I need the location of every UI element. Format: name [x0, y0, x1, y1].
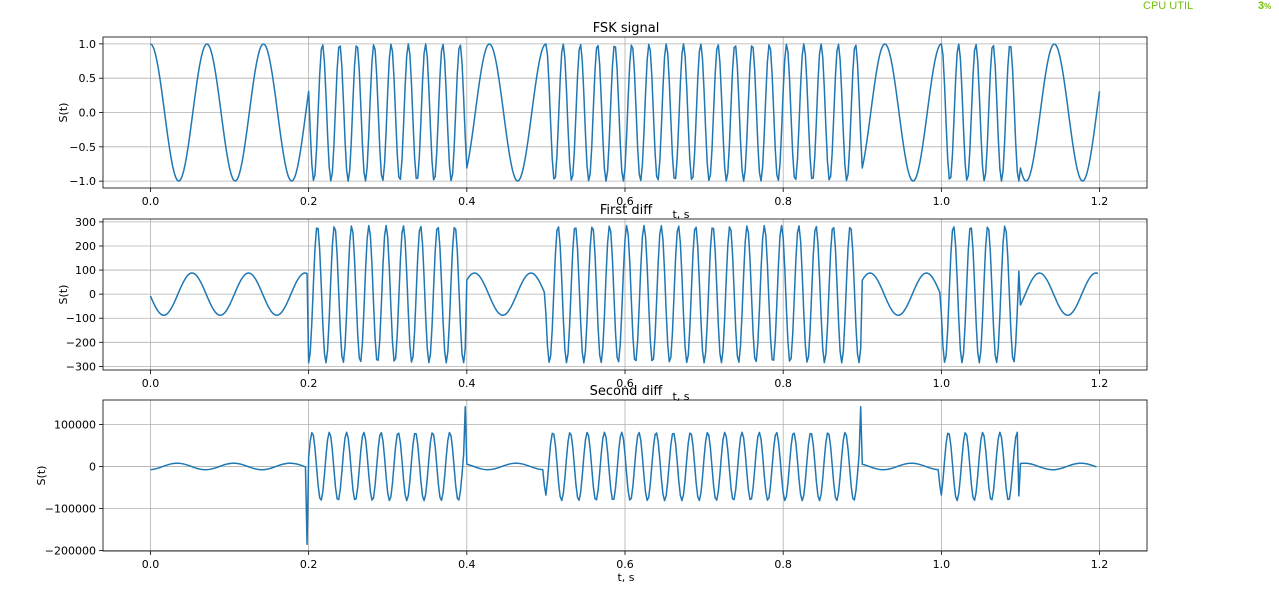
x-tick-label: 0.2	[300, 558, 318, 571]
y-axis-label: S(t)	[57, 103, 70, 123]
y-axis-label: S(t)	[57, 285, 70, 305]
x-tick-label: 0.6	[616, 195, 634, 208]
y-tick-label: −1.0	[69, 175, 96, 188]
x-tick-label: 0.4	[458, 377, 476, 390]
x-tick-label: 0.2	[300, 195, 318, 208]
x-tick-label: 0.8	[774, 195, 792, 208]
subplot-title: FSK signal	[593, 21, 660, 36]
x-tick-label: 1.0	[933, 558, 951, 571]
x-tick-label: 0.6	[616, 377, 634, 390]
cpu-util-label: CPU UTIL	[1143, 0, 1194, 12]
x-tick-label: 0.4	[458, 558, 476, 571]
x-tick-label: 1.2	[1091, 377, 1109, 390]
x-axis-label: t, s	[672, 390, 689, 403]
y-tick-label: −100000	[45, 503, 96, 516]
y-tick-label: 1.0	[79, 38, 97, 51]
y-tick-label: −300	[66, 360, 96, 373]
axes-frame	[102, 36, 1148, 189]
y-tick-label: −100	[66, 312, 96, 325]
y-tick-label: 100000	[54, 418, 96, 431]
cpu-util-unit: %	[1264, 2, 1272, 11]
y-axis-label: S(t)	[35, 466, 48, 486]
axes-frame	[102, 218, 1148, 371]
x-tick-label: 0.8	[774, 377, 792, 390]
y-tick-label: −200000	[45, 545, 96, 558]
y-tick-label: −200	[66, 336, 96, 349]
subplot-title: Second diff	[590, 384, 664, 399]
x-tick-label: 0.8	[774, 558, 792, 571]
x-tick-label: 1.2	[1091, 558, 1109, 571]
y-tick-label: 0	[89, 460, 96, 473]
y-tick-label: 0.0	[79, 107, 97, 120]
x-axis-label: t, s	[617, 571, 634, 584]
axes-frame	[102, 399, 1148, 552]
x-tick-label: 0.0	[142, 195, 160, 208]
subplot-fsk-signal: 0.0 0.2 0.4 0.6 0.8 1.0 1.2 1.0 0.5 0.0 −0.5 −1.0 FS…	[57, 21, 1148, 221]
x-tick-label: 0.0	[142, 377, 160, 390]
y-tick-label: 0	[89, 288, 96, 301]
y-tick-label: 200	[75, 240, 96, 253]
subplot-first-diff: 0.0 0.2 0.4 0.6 0.8 1.0 1.2 300 200 100 0 −100 −200 −…	[57, 203, 1148, 403]
series-line	[150, 43, 1101, 182]
x-tick-label: 1.2	[1091, 195, 1109, 208]
y-tick-label: 0.5	[79, 72, 97, 85]
y-tick-label: 300	[75, 216, 96, 229]
x-axis-label: t, s	[672, 208, 689, 221]
x-tick-label: 0.0	[142, 558, 160, 571]
y-tick-label: 100	[75, 264, 96, 277]
series-line	[150, 405, 1097, 546]
cpu-util-number: 3	[1258, 0, 1265, 12]
x-tick-label: 0.4	[458, 195, 476, 208]
cpu-util-value: 3%	[1258, 0, 1271, 12]
x-tick-label: 0.2	[300, 377, 318, 390]
subplot-second-diff: 0.0 0.2 0.4 0.6 0.8 1.0 1.2 100000 0 −100000 −2000…	[35, 384, 1148, 584]
x-tick-label: 1.0	[933, 195, 951, 208]
y-tick-label: −0.5	[69, 141, 96, 154]
x-tick-label: 0.6	[616, 558, 634, 571]
series-line	[149, 224, 1099, 364]
x-tick-label: 1.0	[933, 377, 951, 390]
subplot-title: First diff	[600, 203, 653, 218]
